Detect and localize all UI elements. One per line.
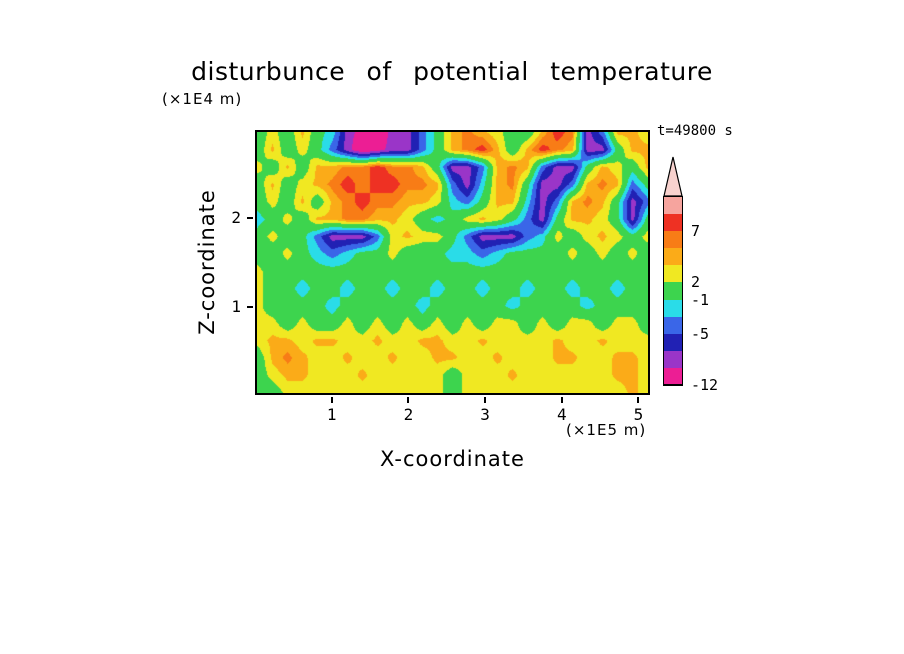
colorbar-segment xyxy=(664,367,682,385)
colorbar: 7 2 -1 -5 -12 xyxy=(663,196,718,394)
colorbar-segment xyxy=(664,350,682,369)
x-axis-tick xyxy=(560,397,563,403)
z-tick-label: 2 xyxy=(231,208,241,228)
colorbar-tick-label: -1 xyxy=(691,290,710,309)
x-axis-label: X-coordinate xyxy=(380,447,525,471)
x-axis-unit: (×1E5 m) xyxy=(566,421,647,439)
colorbar-segment xyxy=(664,214,682,233)
colorbar-tick-label: -5 xyxy=(691,324,710,343)
colorbar-segment xyxy=(664,248,682,267)
colorbar-tick-label: -12 xyxy=(691,376,719,394)
colorbar-tick-label: 7 xyxy=(691,222,701,241)
x-tick-label: 4 xyxy=(556,405,567,424)
x-axis-tick xyxy=(484,397,487,403)
colorbar-segment xyxy=(664,265,682,284)
x-tick-label: 5 xyxy=(633,405,644,424)
y-axis-label: Z-coordinate xyxy=(195,189,219,335)
time-annotation: t=49800 s xyxy=(657,123,733,139)
contour-field xyxy=(257,132,648,393)
colorbar-segment xyxy=(664,231,682,250)
z-axis-tick xyxy=(247,217,253,220)
x-tick-label: 2 xyxy=(403,405,414,424)
chart-title: disturbunce of potential temperature xyxy=(191,57,713,86)
y-axis-unit: (×1E4 m) xyxy=(162,90,243,108)
colorbar-arrow xyxy=(663,156,683,197)
colorbar-segment xyxy=(664,299,682,318)
x-axis-tick xyxy=(330,397,333,403)
colorbar-tick-label: 2 xyxy=(691,273,701,292)
x-tick-label: 3 xyxy=(480,405,490,424)
colorbar-segment xyxy=(664,282,682,301)
colorbar-segment xyxy=(664,197,682,216)
x-tick-label: 1 xyxy=(326,405,337,424)
plot-area xyxy=(255,130,650,395)
x-axis-tick xyxy=(637,397,640,403)
colorbar-segments: 7 2 -1 -5 -12 xyxy=(664,197,718,394)
x-axis-tick xyxy=(407,397,410,403)
colorbar-segment xyxy=(664,333,682,352)
z-axis-tick xyxy=(247,305,253,308)
colorbar-segment xyxy=(664,316,682,335)
z-tick-label: 1 xyxy=(231,296,241,316)
